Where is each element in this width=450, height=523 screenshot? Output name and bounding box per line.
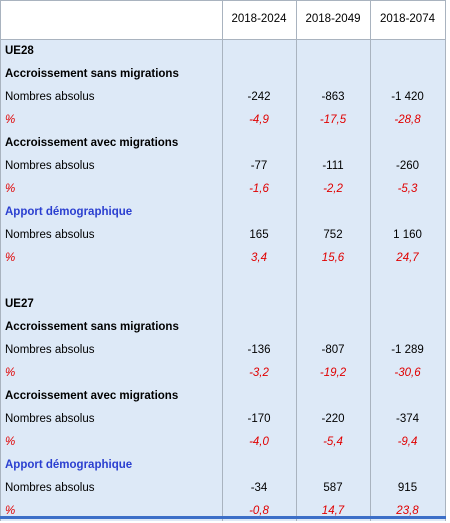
cell-value: 752 (323, 229, 343, 241)
row-label: % (5, 114, 16, 126)
cell-value: -863 (321, 91, 345, 103)
cell-value: -260 (395, 160, 420, 172)
cell-value: 15,6 (321, 252, 345, 264)
column-header: 2018-2024 (231, 13, 287, 25)
row-label: Nombres absolus (5, 229, 95, 241)
section-title: UE28 (5, 45, 34, 57)
cell-value: -0,8 (249, 505, 269, 517)
cell-value: -242 (247, 91, 271, 103)
grid-line (296, 0, 297, 521)
selection-border (0, 516, 446, 519)
cell-value: -30,6 (394, 367, 421, 379)
row-label: Nombres absolus (5, 413, 95, 425)
cell-value: -1,6 (249, 183, 269, 195)
cell-value: -19,2 (319, 367, 347, 379)
group-title: Apport démographique (5, 206, 133, 218)
grid-line (370, 0, 371, 521)
group-title: Accroissement sans migrations (5, 321, 179, 333)
grid-line (0, 0, 446, 1)
cell-value: -374 (395, 413, 420, 425)
row-label: Nombres absolus (5, 91, 95, 103)
group-title: Accroissement avec migrations (5, 137, 179, 149)
cell-value: -1 420 (391, 91, 424, 103)
group-title: Apport démographique (5, 459, 133, 471)
cell-value: -9,4 (397, 436, 418, 448)
cell-value: -34 (250, 482, 268, 494)
cell-value: -5,3 (397, 183, 418, 195)
cell-value: 24,7 (396, 252, 419, 264)
column-header: 2018-2049 (305, 13, 361, 25)
cell-value: 3,4 (251, 252, 267, 264)
cell-value: -3,2 (249, 367, 269, 379)
cell-value: 165 (249, 229, 269, 241)
cell-value: 23,8 (396, 505, 419, 517)
cell-value: -5,4 (323, 436, 343, 448)
cell-value: 587 (323, 482, 343, 494)
row-label: % (5, 367, 16, 379)
row-label: % (5, 436, 16, 448)
cell-value: -17,5 (319, 114, 347, 126)
cell-value: -28,8 (394, 114, 421, 126)
row-label: Nombres absolus (5, 160, 95, 172)
cell-value: -2,2 (323, 183, 343, 195)
cell-value: -111 (322, 160, 344, 172)
row-label: Nombres absolus (5, 344, 95, 356)
grid-line (445, 0, 446, 521)
cell-value: -170 (247, 413, 271, 425)
row-label: % (5, 252, 16, 264)
row-label: % (5, 505, 16, 517)
cell-value: 915 (397, 482, 418, 494)
cell-value: -4,9 (249, 114, 269, 126)
cell-value: -220 (321, 413, 345, 425)
section-title: UE27 (5, 298, 34, 310)
group-title: Accroissement sans migrations (5, 68, 179, 80)
grid-line (222, 0, 223, 521)
cell-value: -77 (250, 160, 268, 172)
cell-value: -1 289 (391, 344, 424, 356)
cell-background (0, 40, 446, 521)
row-label: Nombres absolus (5, 482, 95, 494)
cell-value: 14,7 (321, 505, 345, 517)
grid-line (0, 0, 1, 521)
cell-value: -136 (247, 344, 271, 356)
row-label: % (5, 183, 16, 195)
cell-value: -4,0 (249, 436, 269, 448)
cell-value: 1 160 (393, 229, 422, 241)
grid-line (0, 39, 446, 40)
column-header: 2018-2074 (380, 13, 435, 25)
cell-value: -807 (321, 344, 345, 356)
group-title: Accroissement avec migrations (5, 390, 179, 402)
